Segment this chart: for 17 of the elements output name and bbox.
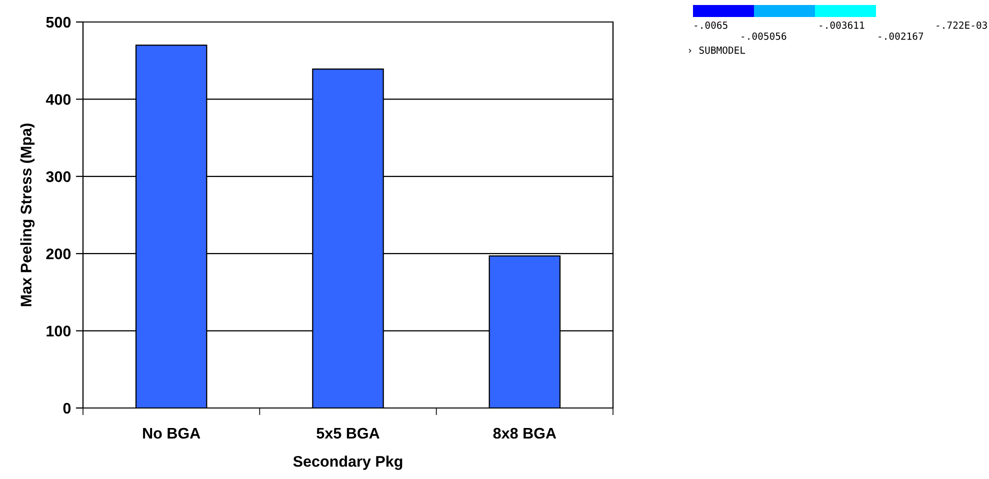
text: -.0065 xyxy=(694,21,728,29)
y-tick-label: 300 xyxy=(46,171,71,182)
x-tick-label: No BGA xyxy=(143,428,200,439)
x-tick-label: 8x8 BGA xyxy=(493,428,556,439)
x-axis-title: Secondary Pkg xyxy=(293,456,402,470)
y-tick-label: 100 xyxy=(46,326,71,336)
y-tick-label: 400 xyxy=(46,94,71,105)
text: -.722E-03 xyxy=(936,21,987,29)
y-tick-label: 0 xyxy=(63,402,71,414)
text: -.005056 xyxy=(742,32,786,40)
y-tick-label: 200 xyxy=(46,248,71,260)
text: -.003611 xyxy=(820,21,864,29)
text: › SUBMODEL xyxy=(688,46,746,54)
y-axis-title: Max Peeling Stress (Mpa) xyxy=(20,124,35,306)
text: -.002167 xyxy=(878,32,924,40)
x-tick-label: 5x5 BGA xyxy=(316,428,380,439)
y-tick-label: 500 xyxy=(46,16,71,28)
